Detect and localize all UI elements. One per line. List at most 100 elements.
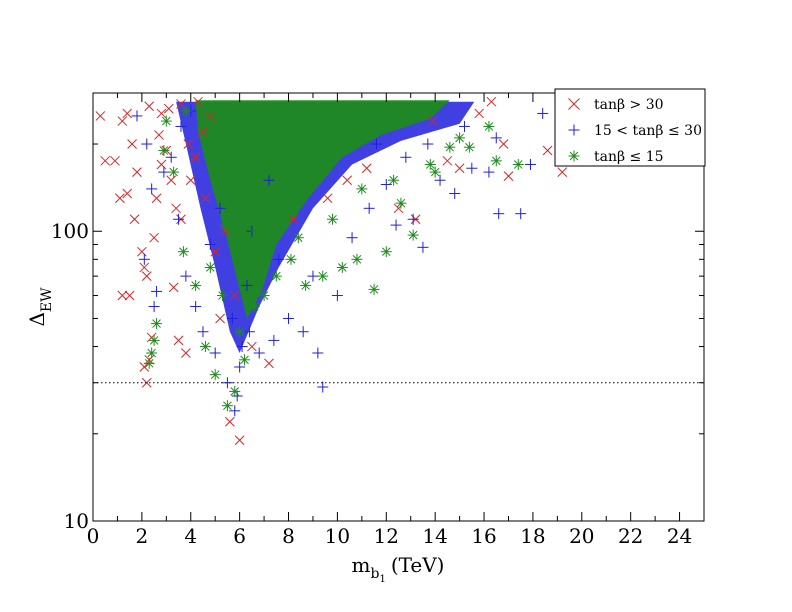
data-point — [253, 347, 265, 359]
y-axis-label-sub: EW — [39, 287, 55, 312]
data-point — [171, 203, 181, 214]
data-point — [474, 108, 485, 119]
legend-marker — [568, 124, 580, 136]
data-point — [417, 241, 429, 253]
data-point — [148, 334, 160, 346]
data-point — [265, 197, 277, 209]
data-point — [380, 246, 392, 258]
x-tick-label: 22 — [618, 524, 643, 548]
x-tick-label: 20 — [569, 524, 594, 548]
data-point — [234, 361, 246, 373]
data-point — [160, 115, 172, 127]
data-point — [95, 111, 106, 121]
data-point — [173, 335, 184, 346]
data-point — [449, 187, 461, 199]
data-point — [264, 358, 274, 369]
data-point — [524, 158, 536, 170]
data-point — [427, 116, 438, 126]
series-2 — [131, 105, 549, 417]
x-tick-label: 0 — [87, 524, 100, 548]
data-point — [226, 312, 238, 324]
data-point — [198, 127, 208, 137]
data-point — [180, 270, 192, 282]
data-point — [200, 193, 211, 204]
legend-box — [554, 88, 706, 167]
data-point — [251, 225, 263, 237]
x-tick-label: 16 — [471, 524, 496, 548]
x-tick-label: 10 — [325, 524, 350, 548]
data-point — [132, 167, 142, 177]
data-point — [173, 213, 185, 225]
data-point — [236, 341, 248, 353]
data-point — [243, 326, 255, 338]
data-point — [307, 270, 319, 282]
data-point — [209, 347, 221, 359]
data-point — [297, 326, 309, 338]
data-point — [229, 290, 240, 301]
data-point — [292, 232, 304, 244]
data-point — [463, 141, 475, 153]
data-point — [466, 162, 478, 174]
data-point — [110, 155, 120, 166]
data-point — [219, 219, 231, 231]
data-point — [177, 246, 189, 258]
data-point — [154, 130, 164, 140]
data-point — [346, 232, 358, 244]
x-tick-label: 12 — [374, 524, 399, 548]
data-point — [156, 108, 167, 119]
data-point — [483, 120, 495, 132]
data-point — [156, 159, 167, 170]
data-point — [100, 155, 111, 166]
data-point — [557, 167, 568, 177]
data-point — [139, 262, 150, 273]
x-tick-label: 4 — [184, 524, 197, 548]
x-tick-label: 8 — [282, 524, 295, 548]
data-point — [258, 290, 270, 302]
data-point — [231, 390, 243, 402]
data-point — [380, 178, 392, 190]
data-point — [400, 151, 412, 163]
data-point — [263, 174, 275, 186]
data-point — [124, 290, 135, 301]
x-tick-label: 18 — [520, 524, 545, 548]
x-tick-label: 24 — [667, 524, 692, 548]
data-point — [143, 357, 155, 369]
data-point — [166, 175, 177, 186]
legend-entries: tanβ > 30 15 < tanβ ≤ 30 tanβ ≤ 15 — [568, 97, 702, 165]
data-point — [483, 166, 495, 178]
legend-marker — [568, 150, 580, 162]
data-point — [317, 381, 329, 393]
data-point — [117, 290, 128, 301]
data-point — [342, 175, 353, 186]
data-point — [458, 120, 470, 132]
dense-point-clusters — [176, 100, 475, 353]
data-point — [300, 279, 312, 291]
data-point — [317, 270, 329, 282]
data-point — [190, 279, 202, 291]
data-point — [139, 362, 150, 372]
data-point — [327, 213, 339, 225]
data-point — [490, 155, 502, 167]
data-point — [444, 141, 456, 153]
data-point — [537, 107, 549, 119]
data-point — [197, 326, 209, 338]
data-point — [163, 103, 174, 114]
y-axis-label: ΔEW — [25, 287, 55, 327]
data-point — [239, 354, 251, 366]
data-point — [158, 144, 170, 156]
y-axis-label-main: Δ — [25, 312, 49, 326]
data-point — [138, 253, 150, 265]
data-point — [429, 166, 441, 178]
data-point — [190, 300, 202, 312]
data-point — [149, 232, 159, 243]
data-point — [141, 377, 152, 388]
data-point — [193, 96, 203, 107]
data-point — [181, 348, 191, 358]
data-point — [204, 261, 216, 273]
data-point — [185, 175, 196, 186]
data-point — [241, 279, 253, 291]
data-point — [122, 188, 133, 199]
data-point — [158, 166, 170, 178]
data-point — [288, 214, 299, 225]
